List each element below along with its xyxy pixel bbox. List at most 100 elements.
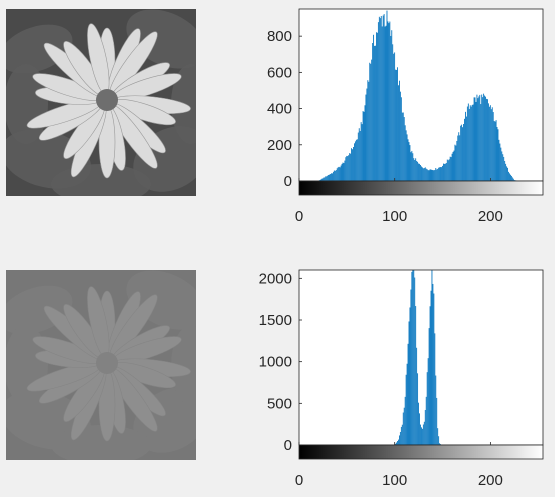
- histogram-bar: [392, 44, 394, 181]
- histogram-bar: [493, 120, 495, 181]
- histogram-bar: [487, 103, 489, 181]
- histogram-bar: [453, 150, 455, 181]
- histogram-bar: [328, 174, 330, 181]
- histogram-bar: [370, 63, 372, 182]
- histogram-bar: [427, 358, 429, 445]
- histogram-bar: [400, 426, 402, 445]
- histogram-bar: [349, 153, 351, 181]
- histogram-bar: [352, 149, 353, 181]
- histogram-bar: [483, 93, 485, 181]
- histogram-bar: [421, 167, 423, 181]
- histogram-bar: [509, 173, 510, 181]
- histogram-plot-area: [299, 270, 543, 445]
- histogram-bar: [391, 30, 393, 181]
- histogram-bar: [426, 372, 428, 445]
- histogram-bar: [463, 124, 464, 181]
- x-ticks: 0 100 200: [295, 178, 503, 225]
- histogram-bar: [465, 111, 466, 181]
- histogram-bar: [402, 112, 404, 181]
- grayscale-colorbar: [298, 444, 544, 460]
- histogram-bar: [428, 328, 430, 445]
- histogram-bar: [404, 125, 406, 181]
- flower-image-low-contrast: [6, 270, 196, 460]
- histogram-bar: [341, 163, 343, 181]
- histogram-bar: [436, 169, 438, 181]
- histogram-bars: [318, 10, 518, 182]
- histogram-bar: [435, 168, 437, 181]
- histogram-bar: [447, 160, 449, 181]
- histogram-bar: [347, 156, 349, 181]
- x-tick-label: 200: [478, 208, 503, 225]
- histogram-bar: [451, 153, 453, 181]
- histogram-bar: [431, 169, 433, 181]
- histogram-bar: [450, 157, 452, 181]
- histogram-bar: [407, 343, 409, 445]
- histogram-bar: [374, 45, 375, 181]
- histogram-bar: [363, 111, 365, 181]
- histogram-bar: [441, 167, 442, 181]
- histogram-bar: [372, 43, 374, 182]
- histogram-bar: [480, 104, 482, 181]
- histogram-bar: [489, 105, 491, 181]
- histogram-bar: [424, 167, 426, 181]
- histogram-bar: [486, 98, 487, 181]
- histogram-bar: [497, 129, 499, 181]
- histogram-bar: [501, 151, 503, 181]
- histogram-bar: [414, 277, 416, 445]
- histogram-bar: [401, 424, 403, 445]
- histogram-bar: [353, 146, 354, 181]
- histogram-bar: [436, 397, 438, 445]
- histogram-bar: [361, 124, 363, 181]
- leaf: [51, 425, 151, 460]
- x-tick-label: 100: [382, 472, 407, 489]
- x-tick-label: 0: [295, 208, 303, 225]
- histogram-bar: [416, 347, 418, 445]
- histogram-bar: [464, 118, 465, 181]
- histogram-bar: [511, 177, 513, 181]
- y-ticks: 0 500 1000 1500 2000: [259, 270, 302, 454]
- histogram-bar: [329, 174, 331, 181]
- histogram-bar: [366, 88, 368, 181]
- histogram-bar: [457, 135, 459, 181]
- histogram-bar: [398, 439, 399, 445]
- histogram-bar: [387, 21, 389, 182]
- histogram-bar: [386, 10, 388, 182]
- histogram-bar: [400, 97, 402, 181]
- grayscale-colorbar: [298, 180, 544, 196]
- histogram-bar: [425, 168, 427, 181]
- histogram-bar: [401, 112, 403, 181]
- histogram-bar: [500, 147, 502, 181]
- flower-image-original: [6, 9, 196, 196]
- histogram-bar: [382, 15, 384, 182]
- histogram-bar: [410, 152, 412, 181]
- histogram-bar: [334, 170, 336, 181]
- histogram-bar: [409, 145, 411, 181]
- histogram-bar: [395, 69, 397, 181]
- histogram-bar: [345, 157, 347, 181]
- y-tick-label: 400: [267, 101, 292, 118]
- image-panel-low-contrast: [6, 270, 196, 460]
- histogram-bar: [413, 158, 415, 181]
- y-tick-label: 0: [284, 437, 292, 454]
- histogram-bar: [507, 167, 508, 181]
- histogram-bar: [428, 170, 430, 181]
- histogram-bar: [331, 173, 332, 181]
- histogram-bar: [491, 107, 493, 181]
- histogram-bar: [336, 168, 338, 181]
- y-tick-label: 1500: [259, 312, 292, 329]
- image-panel-original: [6, 9, 196, 196]
- histogram-bar: [403, 117, 405, 181]
- histogram-bar: [456, 140, 458, 181]
- histogram-original: 0 200 400 600 800 0 100 200: [267, 8, 544, 225]
- histogram-bar: [407, 139, 409, 181]
- histogram-bar: [429, 306, 431, 445]
- histogram-bar: [367, 80, 369, 181]
- histogram-bar: [397, 67, 398, 181]
- y-tick-label: 1000: [259, 354, 292, 371]
- histogram-bar: [432, 283, 434, 445]
- histogram-bar: [509, 174, 511, 181]
- histogram-bar: [440, 167, 441, 181]
- histogram-bar: [350, 153, 352, 181]
- histogram-bar: [487, 99, 488, 181]
